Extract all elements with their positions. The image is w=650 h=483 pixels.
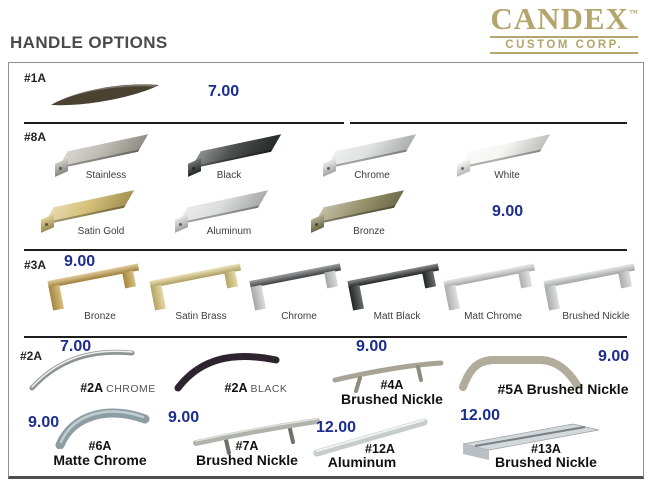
handle-6a-icon	[55, 408, 150, 449]
model-label-2a: #2A	[20, 349, 43, 363]
model-label-4a: #4A	[380, 378, 404, 392]
handle-13a-image	[455, 416, 605, 461]
model-label-12a: #12A	[365, 442, 395, 456]
handle-8a-stainless-image	[50, 134, 150, 180]
model-label-1a: #1A	[24, 71, 47, 85]
finish-label: Chrome	[354, 170, 390, 181]
handle-7a-image	[192, 410, 322, 455]
handle-8a-black-image	[183, 134, 283, 180]
handle-8a-bronze-image	[306, 190, 406, 236]
price-12a: 12.00	[316, 419, 357, 436]
item-label-2a-black: #2A BLACK	[224, 381, 288, 395]
handle-2a-black-image	[172, 347, 282, 392]
price-6a: 9.00	[28, 414, 60, 431]
handle-7a-icon	[193, 418, 320, 455]
handle-2a-chrome-icon	[29, 349, 135, 391]
handle-12a-icon	[313, 418, 428, 457]
handle-2a-chrome-image	[28, 344, 138, 392]
brand-logo: CANDEX™ CUSTOM CORP.	[490, 3, 638, 54]
finish-label: Brushed Nickle	[562, 311, 630, 322]
finish-label-13a: Brushed Nickle	[495, 454, 597, 470]
finish-label-7a: Brushed Nickle	[196, 452, 298, 468]
item-label-2a-chrome: #2A CHROME	[80, 381, 156, 395]
handle-1a-image	[48, 80, 163, 110]
price-3a: 9.00	[64, 253, 96, 270]
row-divider	[24, 249, 627, 251]
finish-label: Satin Gold	[77, 226, 125, 237]
price-13a: 12.00	[460, 407, 501, 424]
handle-5a-image	[458, 350, 583, 392]
row-divider	[24, 336, 627, 338]
price-2a: 7.00	[60, 338, 92, 355]
handle-5a-icon	[459, 356, 581, 391]
brand-name: CANDEX™	[490, 1, 638, 36]
trademark-symbol: ™	[629, 8, 638, 18]
finish-label: Satin Brass	[175, 311, 227, 322]
brand-subtitle: CUSTOM CORP.	[490, 36, 638, 54]
handle-4a-icon	[332, 360, 444, 393]
handle-13a-icon	[462, 423, 600, 460]
price-1a: 7.00	[208, 83, 240, 100]
handle-8a-chrome-image	[318, 134, 418, 180]
model-label-7a: #7A	[235, 439, 259, 453]
finish-label: White	[494, 170, 520, 181]
row-divider	[350, 122, 627, 124]
handle-4a-image	[330, 352, 445, 394]
handle-8a-satin-gold-image	[36, 190, 136, 236]
handle-12a-image	[312, 413, 430, 458]
finish-label: Aluminum	[206, 226, 252, 237]
price-4a: 9.00	[356, 338, 388, 355]
handle-8a-white-image	[452, 134, 552, 180]
finish-label: Bronze	[353, 226, 385, 237]
model-label-8a: #8A	[24, 130, 47, 144]
finish-label: Matt Chrome	[464, 311, 522, 322]
price-8a: 9.00	[492, 203, 524, 220]
finish-label: Chrome	[281, 311, 317, 322]
price-7a: 9.00	[168, 409, 200, 426]
handle-8a-aluminum-image	[170, 190, 270, 236]
handle-6a-image	[55, 404, 150, 449]
finish-label: Stainless	[85, 170, 127, 181]
model-label-6a: #6A	[88, 439, 112, 453]
item-label-5a: #5A Brushed Nickle	[497, 381, 629, 397]
handle-2a-black-icon	[174, 353, 280, 392]
finish-label: Matt Black	[373, 311, 421, 322]
row-divider	[24, 122, 344, 124]
finish-label-12a: Aluminum	[327, 454, 397, 470]
handle-1a-icon	[51, 84, 159, 106]
model-label-13a: #13A	[531, 442, 561, 456]
finish-label-6a: Matte Chrome	[53, 452, 147, 468]
page-title: HANDLE OPTIONS	[10, 33, 168, 52]
finish-label-4a: Brushed Nickle	[341, 391, 443, 407]
finish-label: Black	[216, 170, 242, 181]
price-5a: 9.00	[598, 348, 630, 365]
model-label-3a: #3A	[24, 258, 47, 272]
finish-label: Bronze	[84, 311, 116, 322]
